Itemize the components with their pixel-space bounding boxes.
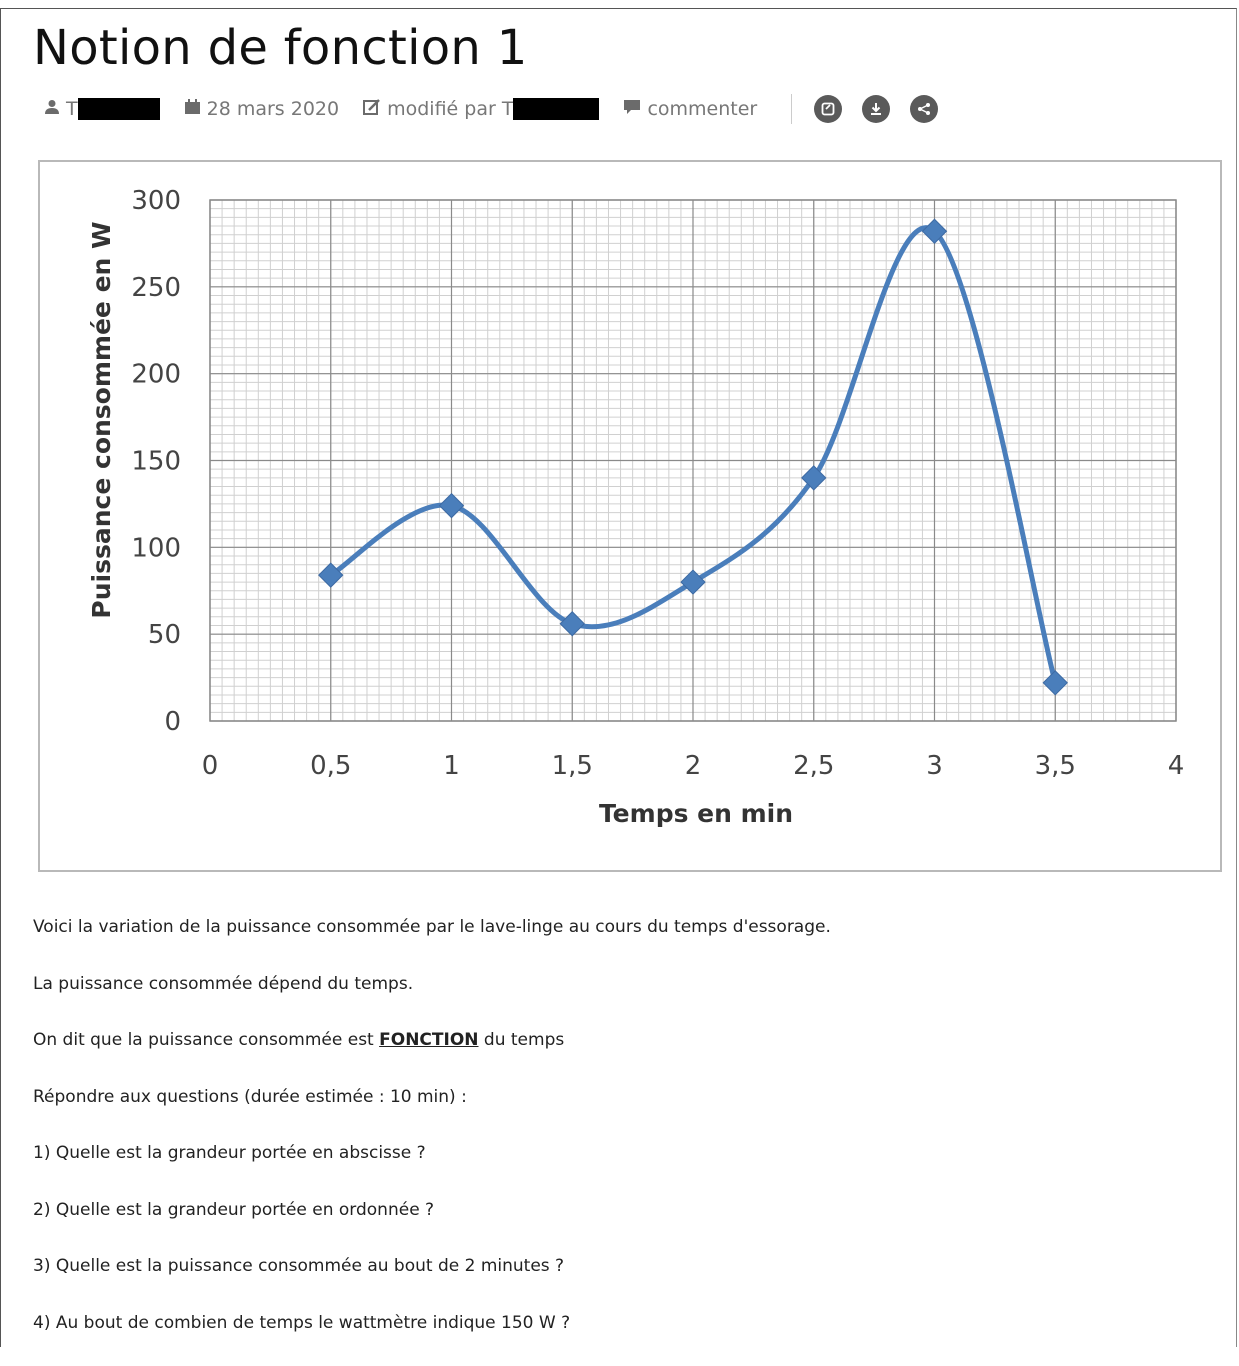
x-tick-label: 2,5 [793,751,834,781]
comment-link[interactable]: commenter [623,98,757,120]
author-name: T [66,98,78,120]
x-tick-label: 3,5 [1035,751,1076,781]
x-tick-label: 2 [685,751,702,781]
x-tick-label: 1,5 [552,751,593,781]
y-tick-label: 250 [131,273,181,303]
data-point [1043,671,1067,695]
paragraph-dependence: La puissance consommée dépend du temps. [33,971,1183,1028]
question-3: 3) Quelle est la puissance consommée au … [33,1253,1183,1310]
article-body: Voici la variation de la puissance conso… [33,914,1183,1366]
y-tick-label: 100 [131,533,181,563]
comment-label: commenter [647,98,757,120]
redacted-author [78,98,160,120]
data-point [560,612,584,636]
question-2: 2) Quelle est la grandeur portée en ordo… [33,1197,1183,1254]
post-date: 28 mars 2020 [207,98,339,120]
paragraph-intro: Voici la variation de la puissance conso… [33,914,1183,971]
y-tick-label: 0 [164,707,181,737]
page-title: Notion de fonction 1 [33,20,528,76]
open-icon[interactable] [814,95,842,123]
y-tick-label: 50 [148,620,181,650]
meta-separator [791,94,792,124]
comment-icon [623,98,641,120]
y-tick-label: 300 [131,186,181,216]
y-tick-label: 150 [131,447,181,477]
chart-container: 0 0,5 1 1,5 2 2,5 3 3,5 4 0 50 100 150 200 250 300 Puis… [38,160,1222,872]
redacted-modifier [513,98,599,120]
user-icon [44,98,60,120]
data-point [440,494,464,518]
y-tick-label: 200 [131,360,181,390]
date-meta: 28 mars 2020 [184,98,339,120]
x-tick-label: 0 [202,751,219,781]
modified-meta[interactable]: modifié par T [363,98,599,120]
post-meta: T 28 mars 2020 modifié par T commenter [44,94,958,124]
download-icon[interactable] [862,95,890,123]
question-4: 4) Au bout de combien de temps le wattmè… [33,1310,1183,1366]
modified-by: modifié par T [387,98,513,120]
y-axis-label: Puissance consommée en W [87,221,116,618]
paragraph-fonction: On dit que la puissance consommée est FO… [33,1027,1183,1084]
x-tick-label: 1 [443,751,460,781]
fonction-after: du temps [479,1030,565,1050]
paragraph-instructions: Répondre aux questions (durée estimée : … [33,1084,1183,1141]
fonction-keyword: FONCTION [379,1030,478,1050]
calendar-icon [184,98,201,120]
x-tick-label: 3 [926,751,943,781]
edit-icon [363,98,381,120]
x-tick-label: 4 [1168,751,1185,781]
x-tick-label: 0,5 [310,751,351,781]
question-1: 1) Quelle est la grandeur portée en absc… [33,1140,1183,1197]
fonction-before: On dit que la puissance consommée est [33,1030,379,1050]
line-chart: 0 0,5 1 1,5 2 2,5 3 3,5 4 0 50 100 150 200 250 300 Puis… [40,162,1220,870]
x-axis-label: Temps en min [599,799,793,828]
share-icon[interactable] [910,95,938,123]
author-meta[interactable]: T [44,98,160,120]
